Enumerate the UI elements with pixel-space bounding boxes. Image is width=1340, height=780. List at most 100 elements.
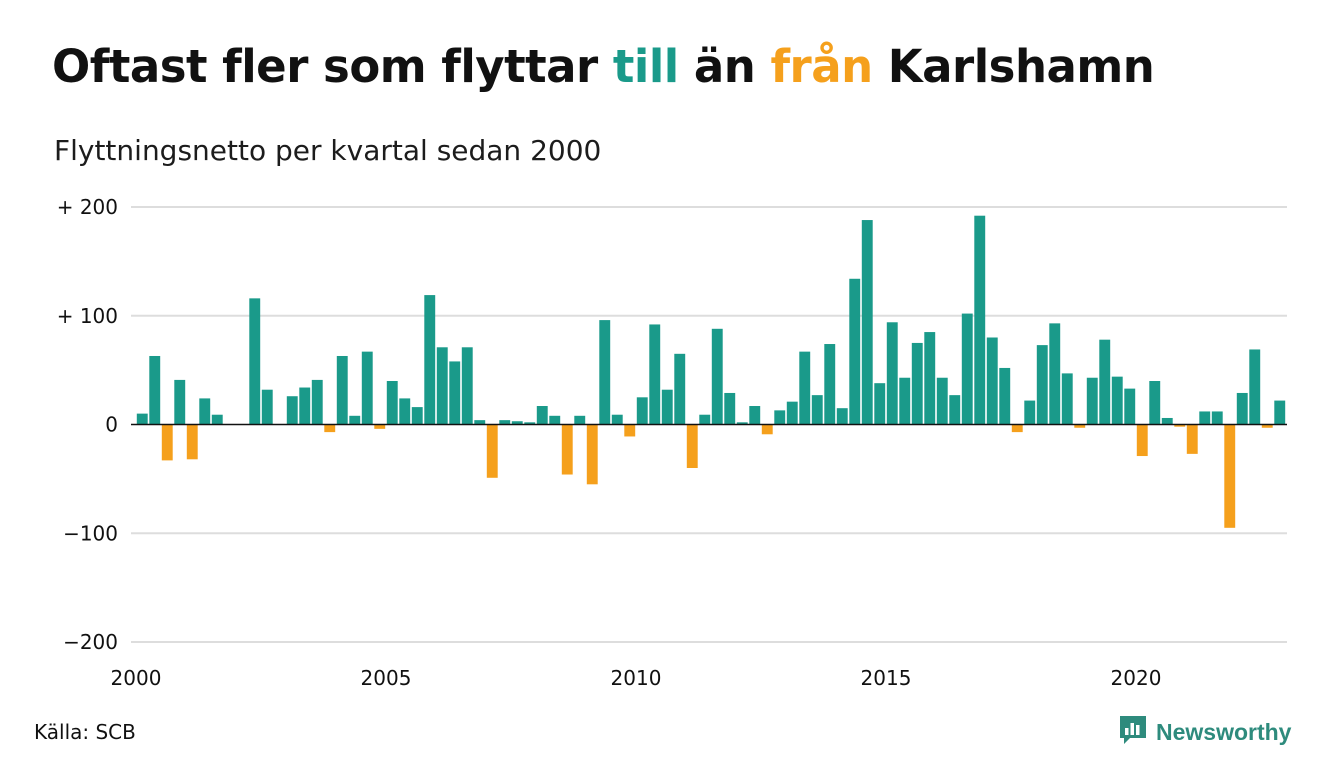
bar (1261, 424, 1273, 428)
bar (461, 347, 473, 425)
bar (1024, 400, 1036, 425)
bar (136, 413, 148, 425)
bar (611, 414, 623, 425)
bar (761, 424, 773, 435)
bar (174, 379, 186, 425)
bar (911, 342, 923, 425)
bar (624, 424, 636, 437)
bar (811, 395, 823, 425)
bar (586, 424, 598, 485)
y-axis-ticks: + 200 + 100 0 −100 −200 (57, 195, 118, 654)
bar (249, 298, 261, 425)
bar (1074, 424, 1086, 428)
bar (886, 322, 898, 425)
title-negative-word: från (770, 40, 873, 93)
bar-chart: + 200 + 100 0 −100 −200 2000 2005 2010 2015 2020 (57, 195, 1287, 690)
bar (849, 278, 861, 425)
bar (649, 324, 661, 425)
bar (699, 414, 711, 425)
bar (1224, 424, 1236, 528)
bar (774, 410, 786, 425)
bar (786, 401, 798, 425)
title-part-3: Karlshamn (872, 40, 1155, 93)
bar (1174, 424, 1186, 427)
bar (1011, 424, 1023, 433)
bar (749, 406, 761, 425)
bar (149, 355, 161, 425)
bar (1186, 424, 1198, 454)
bar (349, 415, 361, 425)
bar (661, 389, 673, 425)
bar (1274, 400, 1286, 425)
title-positive-word: till (612, 40, 679, 93)
bar (436, 347, 448, 425)
bar (211, 414, 223, 425)
x-tick-label: 2015 (861, 666, 912, 690)
bar (686, 424, 698, 468)
bar (1049, 323, 1061, 425)
source-label: Källa: SCB (34, 720, 136, 744)
bar (1099, 339, 1111, 425)
bar (861, 220, 873, 425)
bar (361, 351, 373, 425)
bar (574, 415, 586, 425)
bar (499, 420, 511, 425)
bar (636, 397, 648, 425)
x-tick-label: 2000 (111, 666, 162, 690)
title-part-1: Oftast fler som flyttar (52, 40, 613, 93)
bar (949, 395, 961, 425)
chart-subtitle: Flyttningsnetto per kvartal sedan 2000 (54, 134, 602, 167)
y-tick-label: −100 (63, 521, 118, 545)
gridlines (131, 206, 1287, 643)
newsworthy-logo-icon (1118, 714, 1148, 750)
bar (836, 408, 848, 425)
bar (424, 295, 436, 425)
bar (1124, 388, 1136, 425)
bar (549, 415, 561, 425)
bar (161, 424, 173, 461)
bar (899, 377, 911, 425)
bar (936, 377, 948, 425)
bar (536, 406, 548, 425)
bar (736, 422, 748, 425)
bar (1211, 411, 1223, 425)
chart-title: Oftast fler som flyttar till än från Kar… (52, 40, 1155, 93)
brand-logo: Newsworthy (1118, 714, 1291, 750)
bar (674, 353, 686, 425)
bar (961, 313, 973, 425)
bar (324, 424, 336, 433)
x-tick-label: 2005 (361, 666, 412, 690)
x-tick-label: 2010 (611, 666, 662, 690)
bar (286, 396, 298, 425)
title-part-2: än (678, 40, 771, 93)
bar (311, 379, 323, 425)
bar (599, 320, 611, 425)
bar (1249, 349, 1261, 425)
bar (524, 422, 536, 425)
x-axis-ticks: 2000 2005 2010 2015 2020 (111, 666, 1162, 690)
bar (336, 355, 348, 425)
bar (974, 215, 986, 425)
bar (1161, 417, 1173, 425)
bar (386, 381, 398, 425)
bar (299, 387, 311, 425)
bar (374, 424, 386, 429)
bar (924, 332, 936, 425)
bar (711, 328, 723, 425)
bars (136, 215, 1286, 528)
y-tick-label: + 200 (57, 195, 118, 219)
bar (186, 424, 198, 460)
bar (1149, 381, 1161, 425)
bar (1199, 411, 1211, 425)
bar (1036, 345, 1048, 425)
bar (449, 361, 461, 425)
x-tick-label: 2020 (1111, 666, 1162, 690)
bar (511, 421, 523, 425)
bar (999, 367, 1011, 425)
bar (399, 398, 411, 425)
bar (874, 383, 886, 425)
bar (1061, 373, 1073, 425)
brand-name: Newsworthy (1156, 718, 1292, 745)
y-tick-label: 0 (105, 413, 118, 437)
bar (561, 424, 573, 475)
